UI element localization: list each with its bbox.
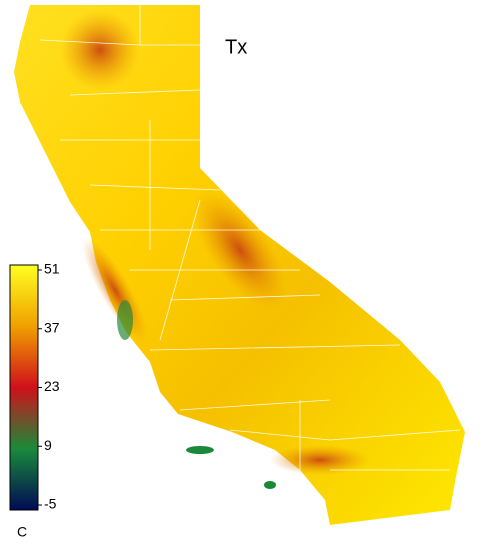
colorbar-tick-label: 51 bbox=[44, 261, 60, 277]
colorbar-tick-label: -5 bbox=[44, 496, 57, 512]
colorbar-unit: C bbox=[17, 524, 27, 540]
klamath-mountains bbox=[60, 10, 140, 90]
colorbar-tick-label: 9 bbox=[44, 437, 52, 453]
california bbox=[14, 5, 465, 525]
sierra-nevada bbox=[192, 190, 288, 310]
colorbar-tick-label: 37 bbox=[44, 319, 60, 335]
colorbar-tick-label: 23 bbox=[44, 378, 60, 394]
big-sur bbox=[117, 300, 133, 340]
map-title: Tx bbox=[225, 36, 247, 58]
channel-island bbox=[264, 481, 276, 489]
county-lines bbox=[39, 5, 461, 525]
colorbar: -5 9 23 37 51 bbox=[9, 261, 60, 512]
transverse-range bbox=[270, 445, 370, 475]
colorbar-scale bbox=[9, 264, 39, 511]
channel-island bbox=[186, 446, 214, 454]
